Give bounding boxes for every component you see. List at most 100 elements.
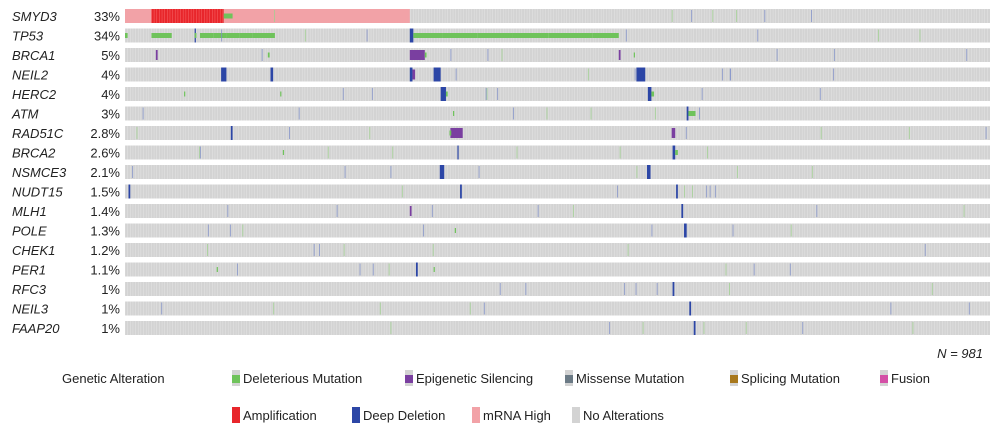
gene-label: NEIL3 [12, 302, 49, 317]
sample-tick [729, 68, 731, 81]
sample-separators [124, 243, 988, 257]
oncoprint-row-smyd3: SMYD3 33% [12, 9, 990, 24]
sample-tick [908, 127, 910, 139]
alteration-percent: 1.4% [90, 204, 120, 219]
sample-tick [136, 127, 138, 139]
epigenetic-silencing-mark [412, 69, 416, 80]
sample-tick [833, 49, 835, 61]
sample-tick [833, 68, 835, 81]
deleterious-mutation-mark [280, 91, 282, 97]
sample-tick [261, 49, 263, 61]
sample-tick [487, 49, 489, 61]
legend-item-splicing-mutation: Splicing Mutation [730, 370, 840, 386]
deleterious-mutation-mark [125, 33, 128, 38]
sample-tick [485, 88, 487, 100]
sample-tick [625, 29, 627, 42]
legend-swatch [352, 407, 360, 423]
epigenetic-silencing-mark [155, 50, 158, 60]
sample-tick [455, 68, 457, 81]
deleterious-mutation-mark [548, 33, 593, 38]
sample-tick [706, 185, 708, 198]
deleterious-mutation-mark [688, 111, 696, 116]
alteration-percent: 1.5% [90, 185, 120, 200]
sample-tick [890, 302, 892, 315]
legend-label: Deleterious Mutation [243, 371, 362, 386]
deep-deletion-mark [681, 204, 684, 218]
legend-item-amplification: Amplification [232, 407, 317, 423]
sample-tick [372, 263, 374, 276]
legend-label: Fusion [891, 371, 930, 386]
oncoprint-row-nudt15: NUDT15 1.5% [12, 184, 990, 200]
legend-swatch [472, 407, 480, 423]
sample-tick [617, 185, 619, 198]
sample-separators [124, 145, 988, 160]
sample-tick [656, 283, 658, 295]
oncoprint-row-neil2: NEIL2 4% [12, 67, 990, 83]
sample-tick [327, 146, 329, 159]
sample-tick [753, 263, 755, 276]
sample-tick [274, 10, 276, 22]
oncoprint-row-rfc3: RFC3 1% [12, 282, 990, 297]
gene-label: FAAP20 [12, 321, 60, 336]
sample-tick [703, 322, 705, 334]
legend-label: Deep Deletion [363, 408, 445, 423]
sample-separators [124, 165, 988, 179]
deep-deletion-mark [433, 67, 441, 82]
gene-label: BRCA1 [12, 48, 55, 63]
sample-tick [343, 244, 345, 256]
sample-tick [483, 302, 485, 315]
alteration-percent: 1% [101, 282, 120, 297]
deep-deletion-mark [672, 282, 675, 296]
deleterious-mutation-mark [184, 91, 186, 97]
sample-tick [304, 29, 306, 42]
sample-tick [811, 10, 813, 22]
deleterious-mutation-mark [267, 52, 270, 58]
sample-tick [709, 185, 711, 198]
legend-label: Amplification [243, 408, 317, 423]
gene-label: SMYD3 [12, 9, 58, 24]
deep-deletion-mark [646, 165, 651, 179]
deleterious-mutation-mark [239, 33, 253, 38]
deep-deletion-mark [230, 126, 233, 140]
sample-tick [390, 322, 392, 334]
oncoprint-row-atm: ATM 3% [11, 106, 990, 122]
legend-title: Genetic Alteration [62, 371, 165, 386]
oncoprint-row-chek1: CHEK1 1.2% [12, 243, 990, 258]
gene-label: MLH1 [12, 204, 47, 219]
sample-tick [609, 322, 611, 334]
oncoprint-row-pole: POLE 1.3% [12, 223, 990, 239]
sample-tick [497, 88, 499, 100]
sample-separators [124, 321, 988, 335]
track-background [125, 321, 990, 335]
sample-tick [229, 224, 231, 237]
sample-tick [820, 127, 822, 139]
sample-tick [525, 283, 527, 295]
alteration-percent: 4% [101, 68, 120, 83]
epigenetic-silencing-mark [671, 128, 676, 138]
alteration-percent: 2.1% [90, 165, 120, 180]
deleterious-mutation-mark [454, 228, 456, 233]
legend-item-deep-deletion: Deep Deletion [352, 407, 445, 423]
alteration-percent: 1% [101, 302, 120, 317]
legend-item-background: No Alterations [572, 407, 664, 423]
legend-label: No Alterations [583, 408, 664, 423]
deleterious-mutation-mark [442, 33, 478, 38]
sample-tick [486, 88, 488, 100]
sample-separators [124, 223, 988, 238]
epigenetic-silencing-mark [409, 50, 425, 60]
sample-tick [790, 224, 792, 237]
sample-tick [642, 322, 644, 334]
legend: Genetic Alteration Deleterious Mutation E… [62, 370, 930, 423]
sample-tick [691, 10, 693, 22]
sample-tick [289, 127, 291, 139]
sample-separators [124, 301, 988, 316]
sample-tick [701, 88, 703, 100]
sample-tick [736, 166, 738, 178]
oncoprint-row-mlh1: MLH1 1.4% [12, 204, 990, 219]
track-background [125, 67, 990, 82]
oncoprint-row-neil3: NEIL3 1% [12, 301, 990, 317]
sample-tick [469, 302, 471, 315]
sample-tick [161, 302, 163, 315]
track-background [125, 126, 990, 140]
deep-deletion-mark [689, 301, 692, 316]
